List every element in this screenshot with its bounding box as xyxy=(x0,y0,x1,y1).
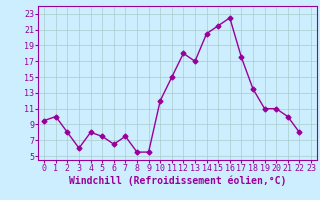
X-axis label: Windchill (Refroidissement éolien,°C): Windchill (Refroidissement éolien,°C) xyxy=(69,176,286,186)
